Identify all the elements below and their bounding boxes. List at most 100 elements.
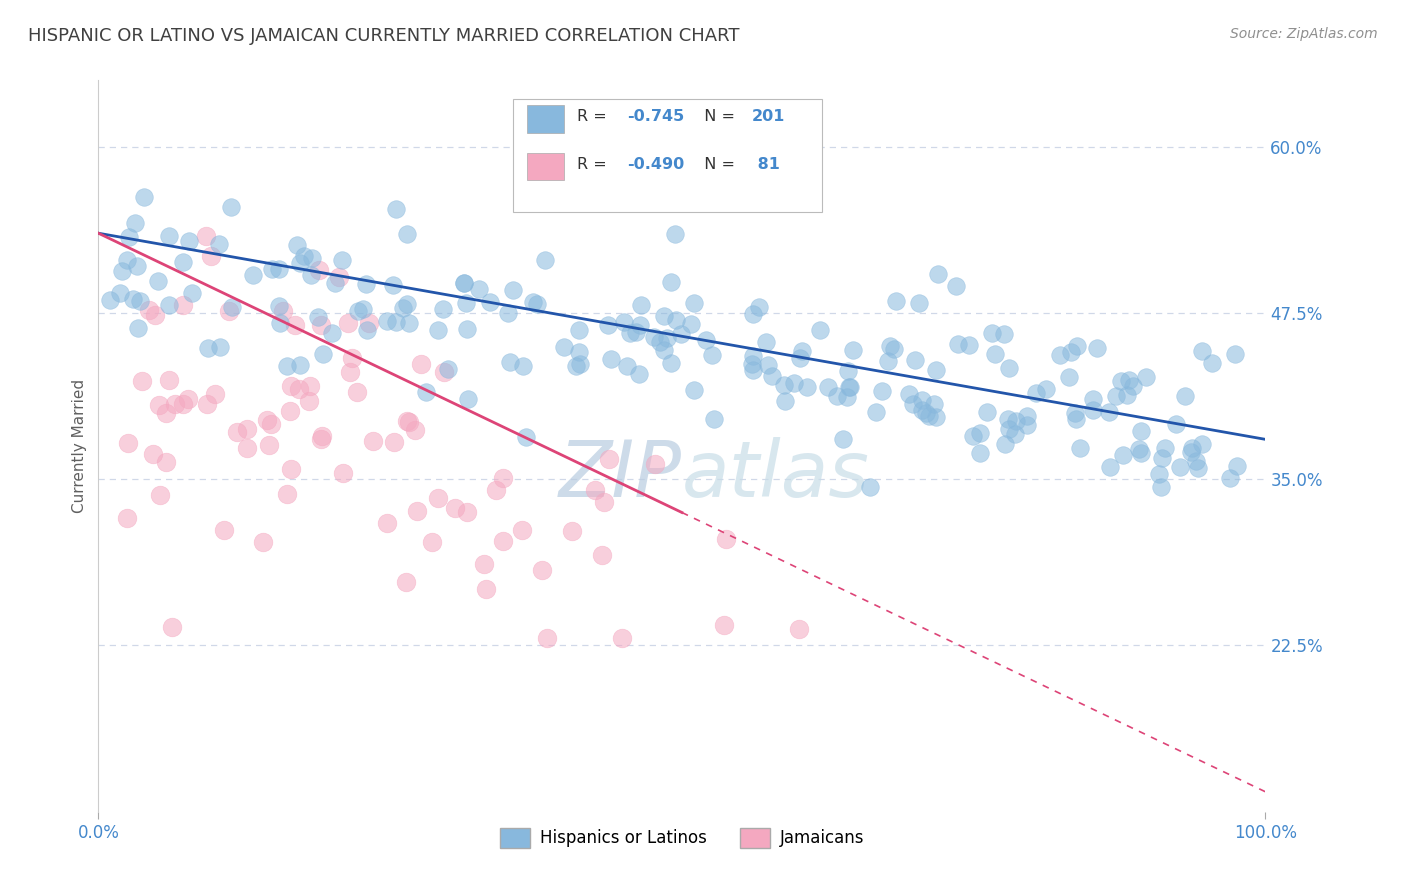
Point (624, 325, 647, 339)
Point (592, 495, 614, 509)
Point (356, 323, 378, 337)
Point (998, 422, 1021, 436)
Point (1015, 417, 1038, 432)
Point (219, 200, 242, 214)
Point (925, 363, 948, 377)
Point (1130, 424, 1153, 438)
Point (456, 322, 478, 336)
Point (1153, 441, 1175, 455)
Text: 201: 201 (752, 110, 786, 124)
Point (1115, 388, 1137, 402)
Point (260, 261, 283, 276)
Point (531, 563, 554, 577)
Text: ZIP: ZIP (560, 437, 682, 513)
Point (962, 429, 984, 443)
Point (817, 379, 839, 393)
Point (1174, 389, 1197, 403)
Point (131, 374, 153, 388)
Point (883, 342, 905, 356)
Point (457, 392, 479, 407)
Point (404, 423, 426, 437)
Point (288, 382, 311, 396)
Point (396, 414, 419, 428)
Point (1164, 417, 1187, 431)
Point (396, 296, 419, 310)
Point (149, 487, 172, 501)
Point (242, 268, 264, 282)
Point (218, 304, 240, 318)
Point (111, 264, 134, 278)
Point (1226, 458, 1249, 473)
Point (998, 361, 1021, 376)
Point (437, 362, 460, 376)
Point (308, 263, 330, 277)
Point (307, 310, 329, 324)
Point (406, 504, 429, 518)
Point (148, 274, 170, 288)
Point (443, 500, 465, 515)
Point (741, 349, 763, 363)
Point (1225, 347, 1247, 361)
Point (342, 351, 364, 365)
Point (879, 339, 901, 353)
Point (1219, 471, 1241, 485)
Text: Source: ZipAtlas.com: Source: ZipAtlas.com (1230, 27, 1378, 41)
Point (288, 256, 311, 270)
Point (297, 394, 319, 409)
Point (1081, 392, 1104, 406)
Point (1191, 343, 1213, 358)
Point (392, 301, 415, 315)
Point (398, 316, 420, 330)
Point (946, 336, 969, 351)
Point (1201, 355, 1223, 369)
Point (225, 425, 247, 440)
Point (644, 457, 666, 471)
Point (748, 301, 770, 315)
Point (1191, 437, 1213, 451)
Point (1105, 388, 1128, 402)
Point (652, 343, 675, 357)
Point (276, 486, 298, 500)
Point (122, 292, 145, 306)
Point (994, 437, 1017, 451)
Point (1025, 386, 1047, 401)
Point (236, 422, 259, 436)
Point (683, 295, 706, 310)
Point (321, 326, 343, 340)
Point (162, 620, 184, 634)
Point (1017, 409, 1039, 424)
FancyBboxPatch shape (513, 99, 823, 212)
Point (377, 313, 399, 327)
Point (591, 548, 613, 562)
Point (911, 403, 934, 417)
Point (453, 276, 475, 290)
Point (703, 412, 725, 426)
Point (911, 392, 934, 407)
Point (332, 466, 354, 480)
Point (479, 295, 502, 310)
Point (485, 483, 508, 497)
Point (172, 397, 194, 411)
Point (269, 299, 291, 313)
Point (148, 398, 170, 412)
Point (142, 447, 165, 461)
Point (155, 406, 177, 420)
Point (285, 238, 308, 252)
Point (789, 351, 811, 366)
Point (339, 366, 361, 380)
Point (907, 295, 929, 310)
Point (613, 315, 636, 329)
Point (695, 333, 717, 347)
Point (288, 358, 311, 372)
Point (127, 321, 149, 335)
Point (157, 298, 180, 312)
Point (323, 276, 346, 290)
Point (659, 356, 682, 370)
Point (354, 277, 377, 292)
Point (194, 229, 217, 244)
Text: atlas: atlas (682, 437, 870, 513)
Point (115, 253, 138, 268)
Point (1069, 441, 1091, 455)
Point (1066, 339, 1088, 353)
Point (1112, 448, 1135, 462)
